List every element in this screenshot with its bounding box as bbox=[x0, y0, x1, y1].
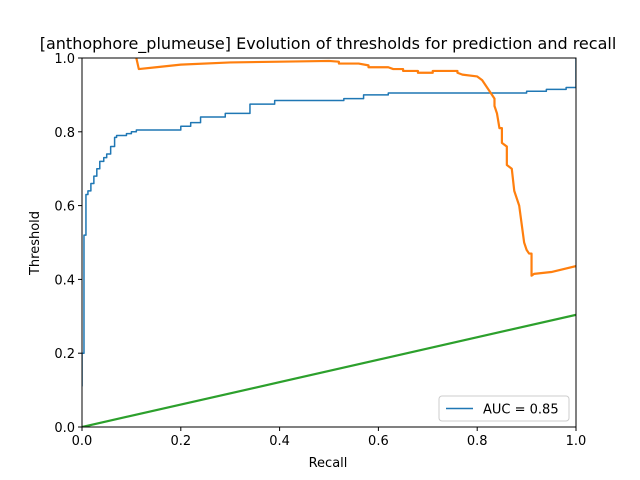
legend: AUC = 0.85 bbox=[438, 395, 570, 422]
series-line-1 bbox=[82, 58, 576, 387]
x-tick-label: 1.0 bbox=[566, 434, 587, 449]
x-axis-ticks: 0.0 0.2 0.4 0.6 0.8 1.0 bbox=[72, 427, 587, 449]
axes-frame bbox=[81, 57, 577, 428]
x-axis-label: Recall bbox=[309, 456, 348, 471]
x-tick-label: 0.0 bbox=[72, 434, 93, 449]
y-tick-label: 0.2 bbox=[54, 347, 75, 362]
series-line-2 bbox=[135, 58, 576, 277]
y-axis-label: Threshold bbox=[28, 211, 43, 276]
y-axis-ticks: 0.0 0.2 0.4 0.6 0.8 1.0 bbox=[54, 52, 82, 436]
x-tick-label: 0.6 bbox=[368, 434, 389, 449]
legend-box bbox=[438, 395, 570, 422]
y-tick-label: 0.4 bbox=[54, 273, 75, 288]
x-tick-label: 0.8 bbox=[467, 434, 488, 449]
y-tick-label: 0.8 bbox=[54, 126, 75, 141]
plot-area bbox=[81, 57, 577, 428]
series-line-3 bbox=[82, 313, 576, 427]
y-tick-label: 0.6 bbox=[54, 200, 75, 215]
y-tick-label: 1.0 bbox=[54, 52, 75, 67]
y-tick-label: 0.0 bbox=[54, 421, 75, 436]
chart-title: [anthophore_plumeuse] Evolution of thres… bbox=[40, 34, 617, 54]
x-tick-label: 0.4 bbox=[269, 434, 290, 449]
x-tick-label: 0.2 bbox=[170, 434, 191, 449]
legend-label: AUC = 0.85 bbox=[483, 403, 559, 418]
